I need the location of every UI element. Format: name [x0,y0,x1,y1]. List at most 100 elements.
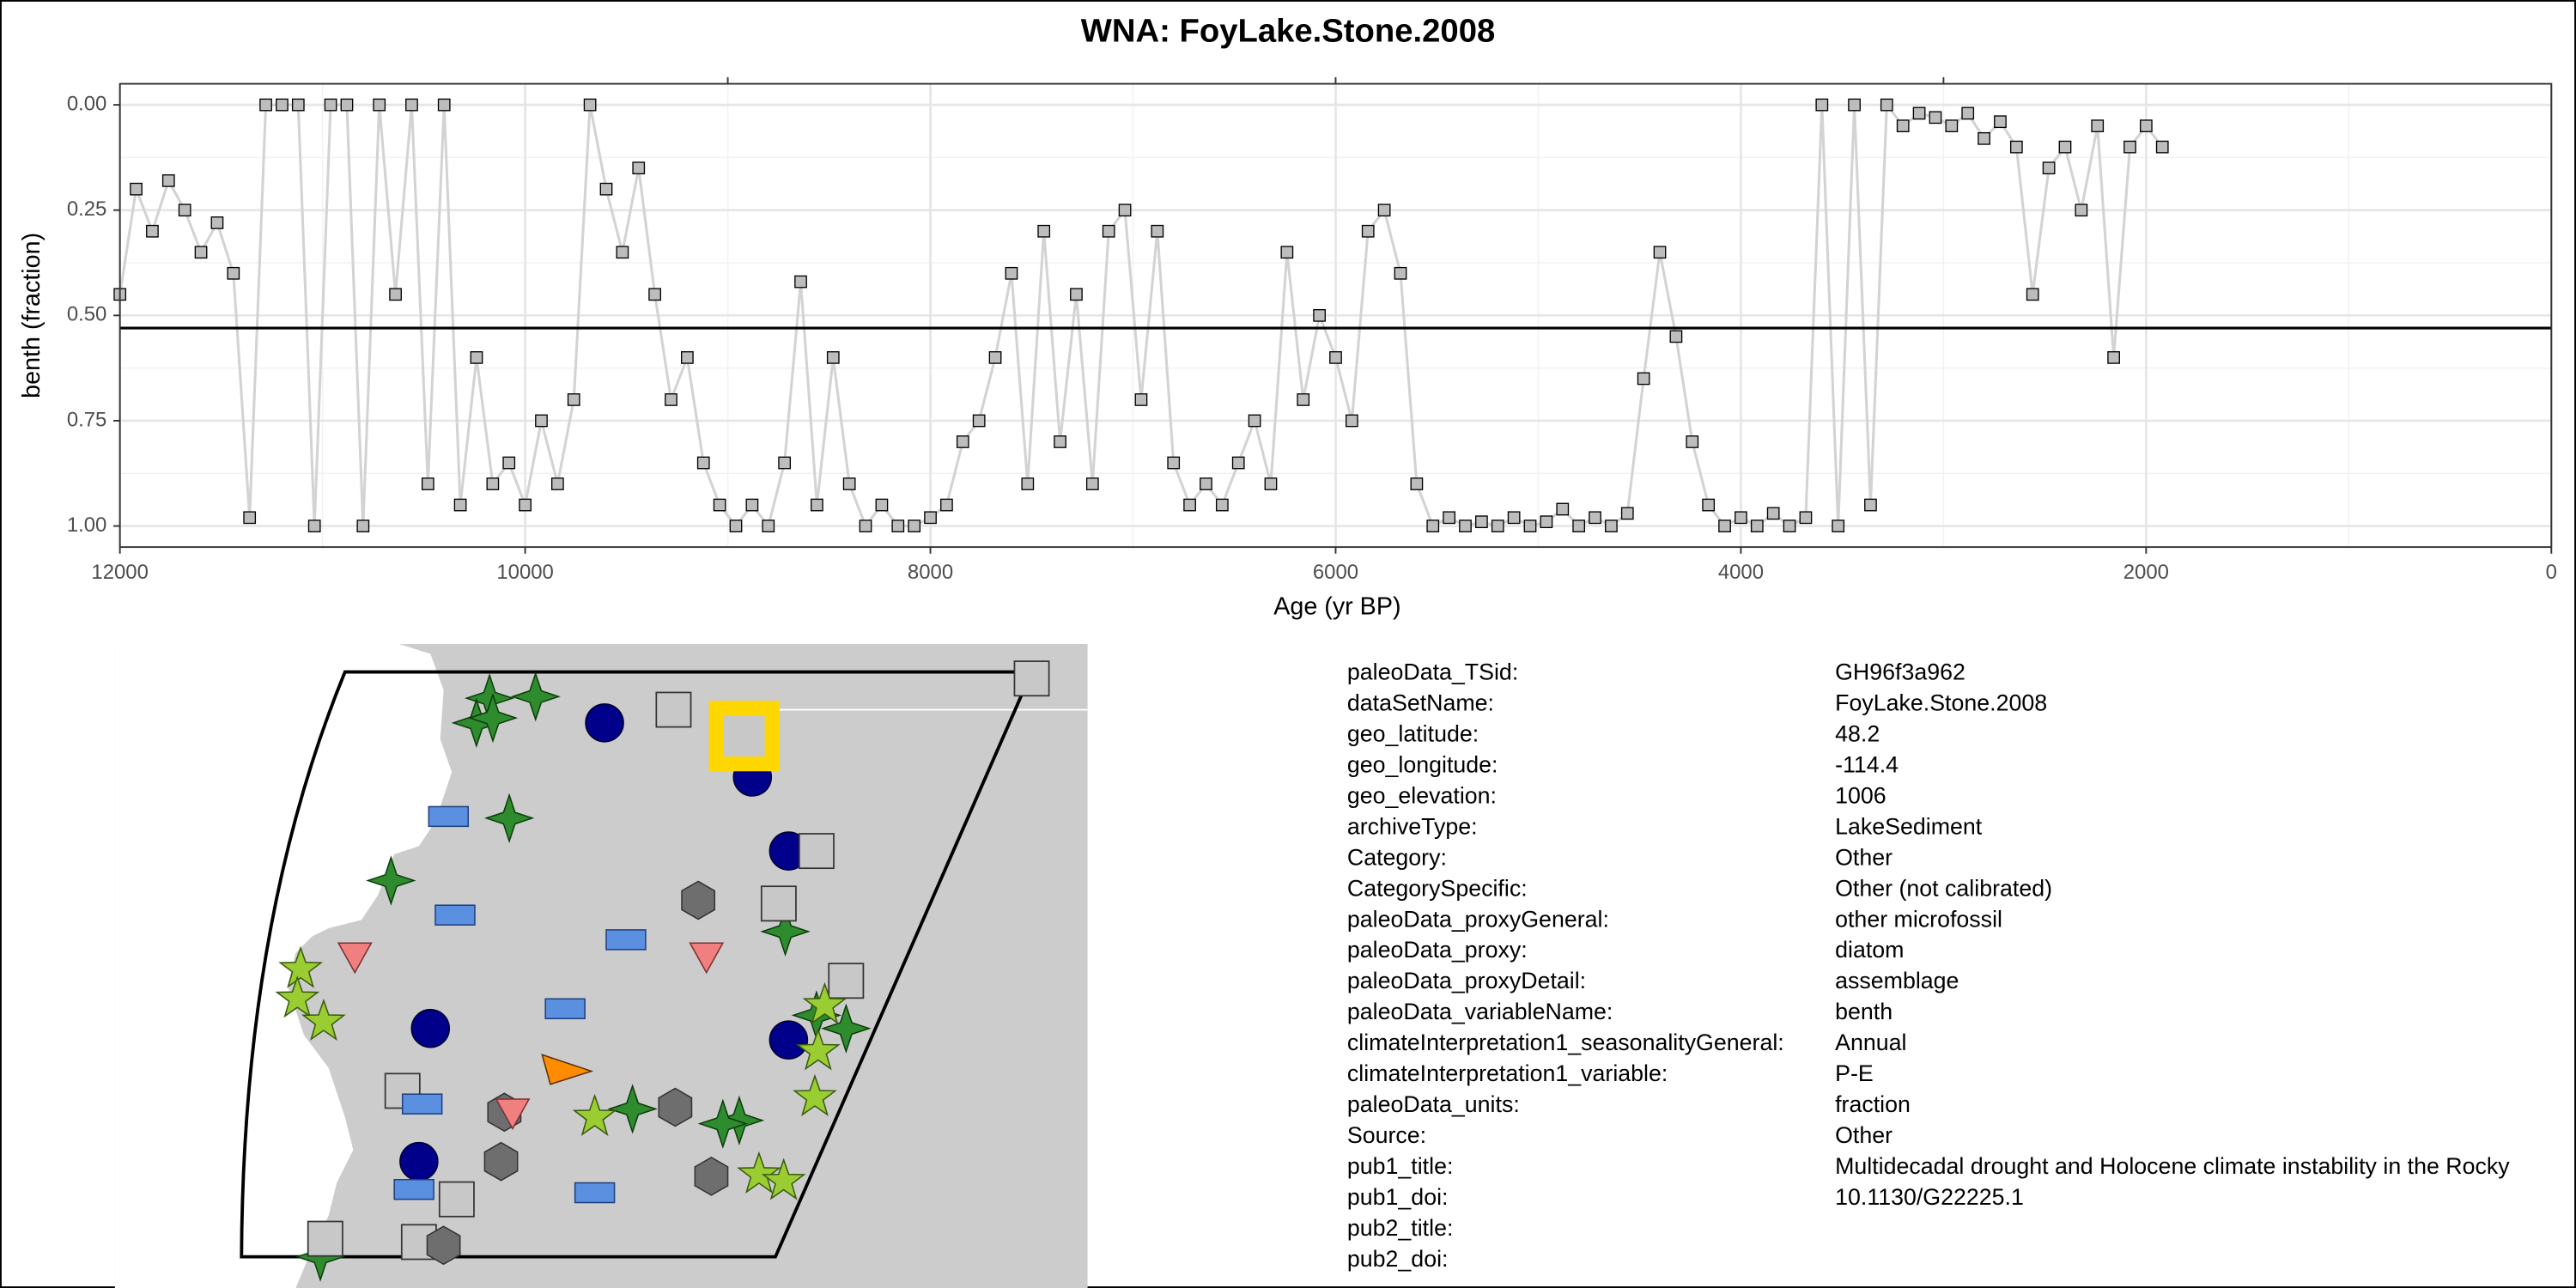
metadata-key: climateInterpretation1_seasonalityGenera… [1347,1030,1784,1055]
metadata-key: pub2_doi: [1347,1246,1449,1272]
metadata-value: Other (not calibrated) [1835,875,2052,901]
data-point [811,498,823,512]
metadata-key: geo_longitude: [1347,751,1498,777]
data-point [729,519,743,532]
data-point [632,161,646,175]
data-point [1475,515,1488,529]
data-point [696,456,710,470]
data-point [1945,119,1959,132]
data-point [421,477,434,490]
metadata-value: -114.4 [1835,751,1899,777]
data-point [324,98,337,112]
data-point [842,477,856,490]
x-tick-label: 6000 [1313,561,1358,584]
data-point [356,519,370,532]
metadata-value: GH96f3a962 [1835,659,1965,685]
metadata-key: paleoData_units: [1347,1091,1520,1117]
data-point [1167,456,1181,470]
data-point [178,204,191,217]
data-point [1864,498,1877,512]
metadata-value: benth [1835,999,1893,1024]
data-point [713,498,726,512]
data-point [1929,111,1942,125]
map [114,644,1088,1288]
data-point [437,98,451,112]
data-point [470,351,483,364]
metadata-key: paleoData_variableName: [1347,999,1613,1024]
data-point [405,98,418,112]
data-point [2091,119,2105,132]
data-point [194,246,208,259]
data-point [1540,515,1553,529]
data-point [1572,519,1586,532]
data-point [1361,224,1375,238]
metadata-key: climateInterpretation1_variable: [1347,1060,1668,1086]
data-point [2075,204,2088,217]
data-point [227,266,240,280]
data-point [1459,519,1472,532]
ocean [114,644,453,1288]
data-point [1313,308,1326,322]
metadata-value: Annual [1835,1030,1906,1055]
y-tick-label: 0.25 [67,197,107,221]
data-point [1605,519,1618,532]
metadata-value: fraction [1835,1091,1911,1117]
data-point [956,435,969,448]
y-tick-label: 1.00 [67,513,107,537]
metadata-key: Category: [1347,844,1447,870]
x-tick-label: 0 [2546,561,2557,584]
data-point [161,174,175,187]
metadata-key: paleoData_TSid: [1347,659,1518,685]
data-point [146,224,159,238]
data-point [1783,519,1796,532]
metadata-table: paleoData_TSid: GH96f3a962 dataSetName: Foy… [1347,659,2510,1272]
data-point [259,98,272,112]
data-point [1766,507,1780,520]
data-point [859,519,872,532]
plot-area: 12000 10000 8000 6000 4000 2000 0 0.00 0.25 0.50 0… [67,76,2557,584]
y-tick-label: 0.00 [67,92,107,115]
data-point [1750,519,1764,532]
metadata-key: archiveType: [1347,813,1478,839]
data-point [1799,511,1813,525]
data-point [340,98,354,112]
data-point [2139,119,2153,132]
data-point [1556,502,1570,516]
data-point [1054,435,1066,448]
data-point [648,288,661,301]
metadata-key: paleoData_proxy: [1347,937,1528,963]
data-point [210,216,224,229]
selected-site [708,701,780,772]
metadata-value: 10.1130/G22225.1 [1835,1184,2024,1210]
metadata-key: geo_elevation: [1347,782,1497,808]
data-point [1426,519,1440,532]
data-point [988,351,1002,364]
data-point [1686,435,1699,448]
data-point [2009,140,2023,154]
data-point [1297,393,1310,406]
data-point [1021,477,1035,490]
data-point [1215,498,1229,512]
metadata-key: paleoData_proxyDetail: [1347,968,1586,993]
data-point [1507,511,1521,525]
data-point [762,519,775,532]
data-point [1231,456,1245,470]
data-point [778,456,792,470]
data-point [908,519,921,532]
data-point [1394,266,1407,280]
metadata-key: CategorySpecific: [1347,875,1528,901]
data-point [1070,288,1083,301]
data-point [1377,204,1391,217]
data-point [1653,246,1667,259]
metadata-key: paleoData_proxyGeneral: [1347,906,1609,932]
data-point [583,98,597,112]
data-point [681,351,694,364]
data-point [519,498,532,512]
data-point [1183,498,1196,512]
data-point [1329,351,1342,364]
data-point [1896,119,1910,132]
data-point [599,182,613,196]
data-point [389,288,402,301]
data-point [567,393,580,406]
